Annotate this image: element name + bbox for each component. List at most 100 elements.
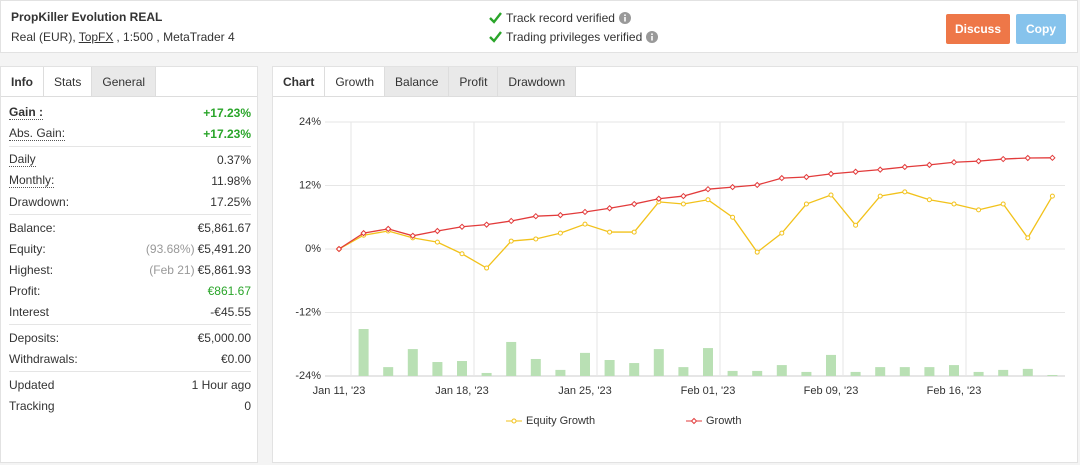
stats-value-wrap: 17.25% [210,195,251,209]
stats-value: €5,491.20 [197,241,251,256]
stats-value-wrap: €0.00 [221,352,251,366]
x-tick-label: Jan 25, '23 [558,385,611,397]
verification-text: Track record verified [506,11,615,25]
point [901,163,909,171]
tab[interactable]: Info [1,67,44,96]
point [507,217,515,225]
stats-row: Updated 1 Hour ago [9,374,251,395]
bar [899,367,910,376]
point [655,195,663,202]
point [926,197,932,203]
stats-row: Monthly: 11.98% [9,170,251,191]
x-tick-label: Feb 09, '23 [804,385,859,397]
point [360,229,367,237]
tab[interactable]: Growth [325,67,386,96]
point [779,230,785,236]
point [458,223,466,230]
tab[interactable]: Stats [44,67,93,96]
point [975,157,982,165]
button[interactable]: Discuss [946,14,1010,44]
stats-label: Balance: [9,220,56,235]
stats-row: Abs. Gain: +17.23% [9,123,251,144]
stats-row: Deposits: €5,000.00 [9,327,251,348]
point [581,208,589,216]
line [338,191,1053,269]
stats-row: Daily 0.37% [9,149,251,170]
y-tick-label: 24% [299,116,321,128]
stats-label: Drawdown: [9,194,70,209]
chart-panel: Chart Growth Balance Profit Drawdown 24% 12% 0… [272,66,1078,463]
stats-label: Deposits: [9,330,60,345]
point [803,173,810,181]
point [557,230,563,236]
stats-label: Equity: [9,241,46,256]
point [557,211,564,219]
point [1024,154,1032,162]
point [828,192,834,198]
stats-value: €5,861.67 [197,220,251,235]
details: , 1:500 , MetaTrader 4 [116,30,235,44]
stats-row: Interest -€45.55 [9,301,251,322]
stats-value-wrap: 1 Hour ago [192,378,251,392]
y-tick-label: -12% [295,306,321,318]
bar [407,349,418,376]
button[interactable]: Copy [1016,14,1066,44]
bar [555,369,566,376]
bar [457,361,467,376]
point [607,229,613,235]
x-tick-label: Jan 18, '23 [435,385,488,397]
stats-label: Abs. Gain: [9,126,66,141]
stats-label: Gain : [9,105,44,120]
stats-row: Withdrawals: €0.00 [9,348,251,369]
stats-group: Gain : +17.23% Abs. Gain: +17.23% [9,100,251,147]
stats-value: 17.25% [210,194,251,209]
broker-link[interactable]: TopFX [78,30,114,44]
info-icon[interactable] [618,12,631,24]
tab[interactable]: Profit [449,67,499,96]
point [434,239,440,245]
stats-value-wrap: +17.23% [203,106,251,120]
tab[interactable]: General [92,67,157,96]
chart: 24% 12% 0% -12% -24% Jan 11, '23 Jan 18, '23 Ja… [295,116,1065,427]
point [852,168,859,175]
stats-value-wrap: (Feb 21) €5,861.93 [149,263,251,277]
tabs: Info Stats General [1,67,257,97]
stats-row: Drawdown: 17.25% [9,191,251,212]
point [335,245,343,253]
stats-note: (93.68%) [145,241,195,256]
verification: Track record verified [489,11,631,25]
info-icon[interactable] [646,31,659,43]
bar [530,358,541,376]
point [630,200,638,208]
stats-value-wrap: -€45.55 [210,305,251,319]
point [729,183,736,191]
stats-label: Monthly: [9,173,55,188]
point [999,155,1007,163]
stats-value-wrap: €5,861.67 [198,221,251,235]
stats-value: 1 Hour ago [191,377,251,392]
tab[interactable]: Balance [385,67,450,96]
point [484,265,490,271]
point [680,201,686,207]
subtitle: Real (EUR), TopFX, 1:500 , MetaTrader 4 [11,30,235,44]
bar [776,365,787,376]
stats-value: +17.23% [203,105,251,120]
point [753,181,761,189]
bar [506,341,517,376]
point [778,174,786,182]
point [1049,193,1055,199]
point [950,159,958,166]
stats-label: Withdrawals: [9,351,78,366]
stats-label: Tracking [9,398,55,413]
stats-label: Daily [9,152,36,167]
bar [727,370,738,376]
point [631,229,637,235]
point [877,193,883,199]
point [1025,235,1031,241]
stats-value: +17.23% [203,126,251,141]
stats-value-wrap: (93.68%) €5,491.20 [146,242,251,256]
stats-label: Updated [9,377,55,392]
tab[interactable]: Chart [273,67,326,96]
tab[interactable]: Drawdown [498,67,577,96]
stats-value: 0.37% [216,152,251,167]
